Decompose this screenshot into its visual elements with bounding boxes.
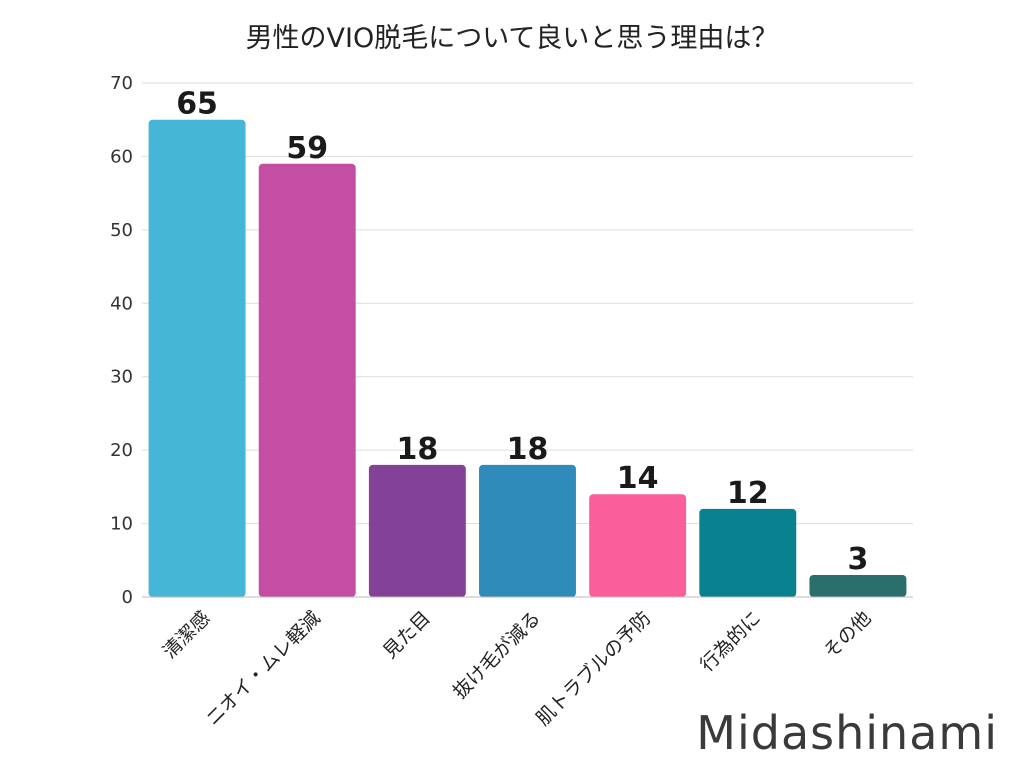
- data-labels: 65 59 18 18 14 12 3: [176, 87, 868, 577]
- y-tick-label: 60: [110, 146, 133, 167]
- y-tick-label: 50: [110, 220, 133, 241]
- y-tick-label: 40: [110, 293, 133, 314]
- y-tick-label: 10: [110, 514, 133, 535]
- bar: [589, 494, 687, 597]
- bar: [258, 163, 356, 597]
- category-label: 行為的に: [696, 607, 765, 676]
- category-label: 清潔感: [159, 607, 215, 663]
- bar: [809, 574, 907, 597]
- data-label: 18: [507, 432, 549, 467]
- category-label: その他: [820, 607, 876, 663]
- y-tick-label: 20: [110, 440, 133, 461]
- category-label: 肌トラブルの予防: [531, 606, 655, 730]
- y-axis-ticks: 0 10 20 30 40 50 60 70: [110, 73, 133, 608]
- category-label: ニオイ・ムレ軽減: [202, 607, 325, 730]
- data-label: 59: [286, 131, 328, 166]
- data-label: 3: [847, 542, 868, 577]
- bar: [368, 464, 466, 597]
- chart-title: 男性のVIO脱毛について良いと思う理由は？: [245, 23, 779, 54]
- data-label: 18: [396, 432, 438, 467]
- data-label: 65: [176, 87, 218, 122]
- data-label: 12: [727, 476, 769, 511]
- data-label: 14: [617, 461, 659, 496]
- bars: [148, 119, 907, 597]
- watermark-logo: Midashinami: [696, 706, 998, 760]
- bar: [699, 508, 797, 597]
- y-tick-label: 70: [110, 73, 133, 94]
- category-label: 見た目: [379, 607, 435, 663]
- y-tick-label: 30: [110, 367, 133, 388]
- category-label: 抜け毛が減る: [449, 607, 545, 703]
- bar: [148, 119, 246, 597]
- y-tick-label: 0: [122, 587, 133, 608]
- bar: [479, 464, 576, 597]
